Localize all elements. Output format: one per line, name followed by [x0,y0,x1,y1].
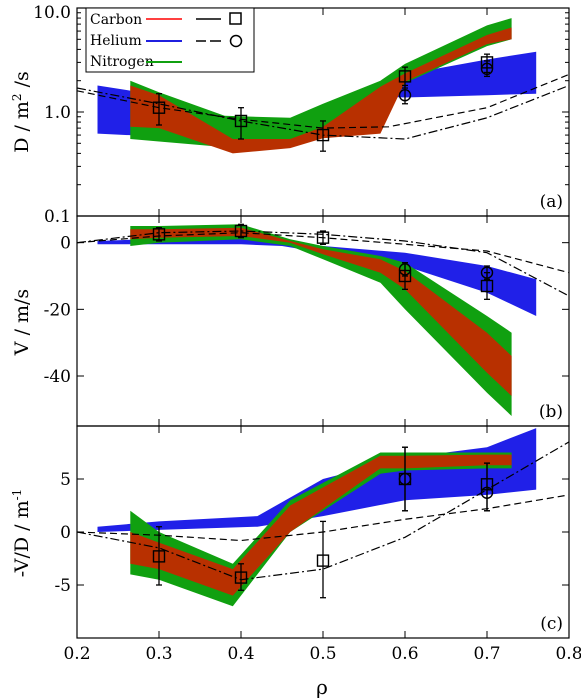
data-point-square-a [398,70,412,83]
x-tick-label: 0.3 [145,644,172,664]
panel-label-b: (b) [539,402,563,422]
x-axis-label: ρ [316,675,328,699]
band-nitrogen-b [130,224,512,416]
y-tick-label-a: 10.0 [33,3,71,23]
legend-label-carbon: Carbon [90,12,142,28]
band-helium-c [97,428,537,532]
y-tick-label-b: 0 [60,234,71,254]
x-tick-label: 0.5 [309,644,336,664]
data-point-circle-c [480,486,494,499]
data-point-square-c [234,571,248,584]
data-point-circle-b [398,263,412,276]
data-point-square-a [316,128,330,142]
y-axis-label-c: -V/D / m-1 [10,489,33,578]
data-point-square-b [152,228,166,241]
y-axis-label-b: V / m/s [11,289,33,356]
panel-c: 0.2 0.3 0.4 0.5 0.6 0.7 0.8 5 0 -5 (c) [54,425,581,664]
y-tick-label-c: 5 [60,470,71,490]
y-tick-label-c: -5 [54,576,71,596]
x-tick-label: 0.7 [473,644,500,664]
data-point-circle-a [480,62,494,76]
y-tick-label-a: 1.0 [44,103,71,123]
data-point-square-c [152,550,166,563]
panel-label-a: (a) [540,192,563,212]
x-tick-label: 0.2 [63,644,90,664]
panel-label-c: (c) [540,614,563,634]
data-point-square-a [234,114,248,128]
y-tick-label-b: -40 [44,367,71,387]
y-tick-label-b: -20 [44,300,71,320]
data-point-square-a [152,101,166,114]
x-tick-label: 0.4 [227,644,254,664]
band-helium-b [97,237,537,316]
panel-b: 0 -20 -40 (b) [44,215,570,427]
y-axis-label-a: D / m2 /s [10,71,33,153]
band-helium-a [97,51,537,139]
y-tick-label-a: 0.1 [44,207,71,227]
data-point-circle-a [398,89,412,102]
x-tick-label: 0.6 [391,644,418,664]
legend-label-nitrogen: Nitrogen [90,54,154,70]
data-point-circle-c [398,472,412,486]
band-carbon-b [130,227,512,396]
data-point-circle-b [480,266,494,279]
data-point-square-b [234,224,248,238]
legend: Carbon Helium Nitrogen [85,7,255,73]
data-point-square-c [316,554,330,567]
x-tick-label: 0.8 [555,644,581,664]
y-tick-label-c: 0 [60,523,71,543]
legend-marker-circle [229,34,243,48]
legend-label-helium: Helium [90,33,142,49]
data-point-square-b [480,279,494,293]
data-point-square-b [316,231,330,244]
legend-marker-square [229,12,242,25]
